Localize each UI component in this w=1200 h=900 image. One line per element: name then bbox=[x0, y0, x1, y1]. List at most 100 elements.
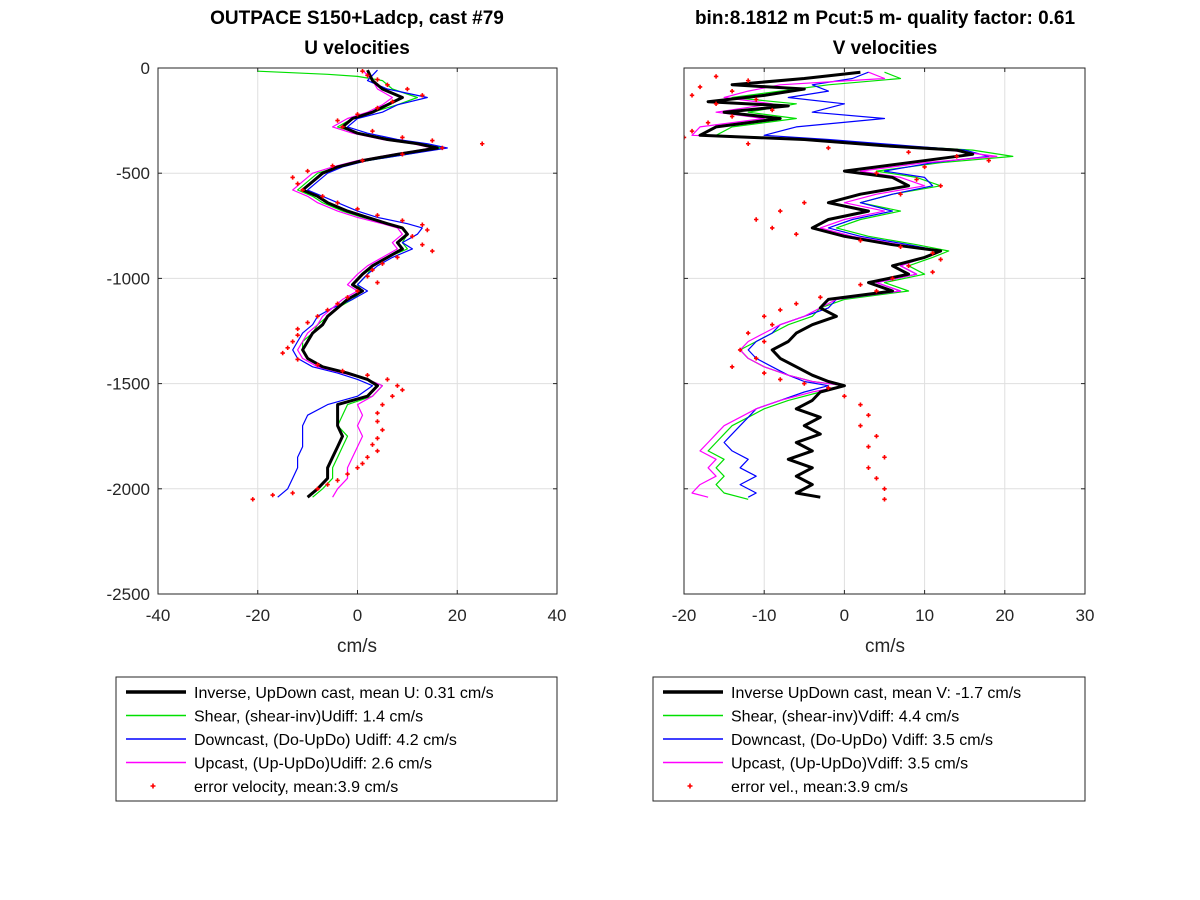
v-x-tick-label: 0 bbox=[840, 606, 849, 625]
u-x-tick-label: 40 bbox=[548, 606, 567, 625]
v-error-velocity-point bbox=[762, 339, 767, 344]
v-x-tick-label: -20 bbox=[672, 606, 697, 625]
v-error-velocity-point bbox=[866, 465, 871, 470]
u-error-velocity-point bbox=[385, 377, 390, 382]
u-error-velocity-point bbox=[400, 218, 405, 223]
u-x-axis-label: cm/s bbox=[337, 636, 377, 657]
v-plot-area bbox=[684, 68, 1085, 594]
u-error-velocity-point bbox=[290, 339, 295, 344]
u-error-velocity-point bbox=[425, 227, 430, 233]
u-x-tick-label: 0 bbox=[353, 606, 362, 625]
v-x-tick-label: 30 bbox=[1076, 606, 1095, 625]
u-plot-subtitle: U velocities bbox=[304, 38, 410, 59]
u-error-velocity-point bbox=[375, 436, 380, 441]
v-error-velocity-point bbox=[689, 128, 695, 134]
v-error-velocity-point bbox=[882, 455, 887, 460]
u-error-velocity-point bbox=[400, 135, 405, 140]
v-error-velocity-point bbox=[713, 74, 719, 79]
u-error-velocity-point bbox=[295, 333, 300, 338]
v-error-velocity-point bbox=[684, 135, 687, 140]
v-legend-label-2: Downcast, (Do-UpDo) Vdiff: 3.5 cm/s bbox=[731, 732, 993, 749]
u-y-tick-label: -2000 bbox=[107, 480, 150, 499]
u-error-velocity-point bbox=[400, 152, 405, 157]
v-error-velocity-point bbox=[705, 120, 711, 125]
v-error-velocity-point bbox=[858, 282, 863, 287]
v-error-velocity-point bbox=[874, 171, 879, 176]
v-error-velocity-point bbox=[745, 330, 751, 336]
u-error-velocity-point bbox=[395, 383, 400, 388]
v-error-velocity-point bbox=[882, 497, 887, 502]
v-error-velocity-point bbox=[745, 141, 751, 146]
v-legend-label-0: Inverse UpDown cast, mean V: -1.7 cm/s bbox=[731, 685, 1021, 702]
u-error-velocity-point bbox=[375, 410, 380, 416]
v-error-velocity-point bbox=[922, 164, 927, 170]
v-error-velocity-point bbox=[729, 114, 735, 119]
v-legend-marker bbox=[687, 783, 693, 789]
v-error-velocity-point bbox=[753, 217, 759, 222]
v-legend: Inverse UpDown cast, mean V: -1.7 cm/s Sh… bbox=[652, 676, 1086, 802]
u-error-velocity-point bbox=[430, 248, 435, 254]
u-error-velocity-point bbox=[335, 118, 340, 123]
v-error-velocity-point bbox=[866, 444, 871, 449]
v-error-velocity-point bbox=[778, 307, 783, 313]
u-error-velocity-point bbox=[400, 387, 405, 393]
v-plot-title: bin:8.1812 m Pcut:5 m- quality factor: 0… bbox=[695, 8, 1076, 29]
v-error-velocity-point bbox=[802, 381, 807, 386]
v-error-velocity-point bbox=[882, 486, 887, 491]
v-error-velocity-point bbox=[874, 288, 879, 294]
u-x-tick-label: 20 bbox=[448, 606, 467, 625]
v-error-velocity-point bbox=[729, 88, 735, 94]
u-legend-label-1: Shear, (shear-inv)Udiff: 1.4 cm/s bbox=[194, 709, 423, 726]
v-error-velocity-point bbox=[794, 301, 799, 306]
u-velocity-plot: -40 -20 0 20 40 0 -500 -1000 -1500 -2000 -2500 bbox=[107, 59, 567, 625]
v-error-velocity-point bbox=[826, 385, 831, 391]
u-error-velocity-point bbox=[270, 492, 275, 498]
v-error-velocity-point bbox=[802, 200, 807, 205]
u-error-velocity-point bbox=[340, 124, 345, 130]
u-y-tick-label: -500 bbox=[116, 164, 150, 183]
u-error-velocity-point bbox=[370, 128, 375, 134]
v-error-velocity-point bbox=[778, 377, 783, 382]
u-error-velocity-point bbox=[335, 478, 340, 483]
v-error-velocity-point bbox=[753, 97, 759, 102]
u-error-velocity-point bbox=[380, 261, 385, 266]
v-error-velocity-point bbox=[842, 394, 847, 399]
v-error-velocity-point bbox=[762, 314, 767, 319]
v-error-velocity-point bbox=[906, 149, 911, 155]
u-plot-title: OUTPACE S150+Ladcp, cast #79 bbox=[210, 8, 504, 29]
u-error-velocity-point bbox=[360, 68, 365, 74]
u-error-velocity-point bbox=[290, 490, 295, 496]
v-x-tick-label: 20 bbox=[995, 606, 1014, 625]
v-error-velocity-point bbox=[938, 257, 943, 262]
v-error-velocity-point bbox=[898, 192, 903, 197]
v-error-velocity-point bbox=[818, 295, 823, 300]
u-error-velocity-point bbox=[330, 163, 335, 169]
v-error-velocity-point bbox=[858, 238, 863, 243]
u-error-velocity-point bbox=[420, 93, 425, 98]
u-error-velocity-point bbox=[355, 288, 360, 294]
u-y-tick-label: -2500 bbox=[107, 585, 150, 604]
u-error-velocity-point bbox=[375, 77, 380, 82]
v-error-velocity-point bbox=[986, 158, 991, 163]
v-error-velocity-point bbox=[898, 244, 903, 250]
v-legend-label-4: error vel., mean:3.9 cm/s bbox=[731, 779, 908, 796]
v-x-tick-label: 10 bbox=[915, 606, 934, 625]
u-error-velocity-point bbox=[280, 350, 285, 356]
u-error-velocity-point bbox=[315, 362, 320, 367]
u-error-velocity-point bbox=[295, 326, 300, 332]
u-error-velocity-point bbox=[290, 175, 295, 180]
u-legend: Inverse, UpDown cast, mean U: 0.31 cm/s S… bbox=[115, 676, 558, 802]
u-error-velocity-point bbox=[355, 112, 360, 117]
u-legend-label-2: Downcast, (Do-UpDo) Udiff: 4.2 cm/s bbox=[194, 732, 457, 749]
v-error-velocity-point bbox=[753, 356, 759, 361]
u-error-velocity-point bbox=[355, 206, 360, 212]
u-error-velocity-point bbox=[365, 73, 370, 78]
u-error-velocity-point bbox=[370, 267, 375, 273]
v-error-velocity-point bbox=[866, 412, 871, 418]
u-x-tick-label: -20 bbox=[245, 606, 270, 625]
v-plot-subtitle: V velocities bbox=[833, 38, 938, 59]
v-error-velocity-point bbox=[890, 276, 895, 281]
v-error-velocity-point bbox=[697, 84, 703, 90]
u-y-tick-label: -1500 bbox=[107, 375, 150, 394]
